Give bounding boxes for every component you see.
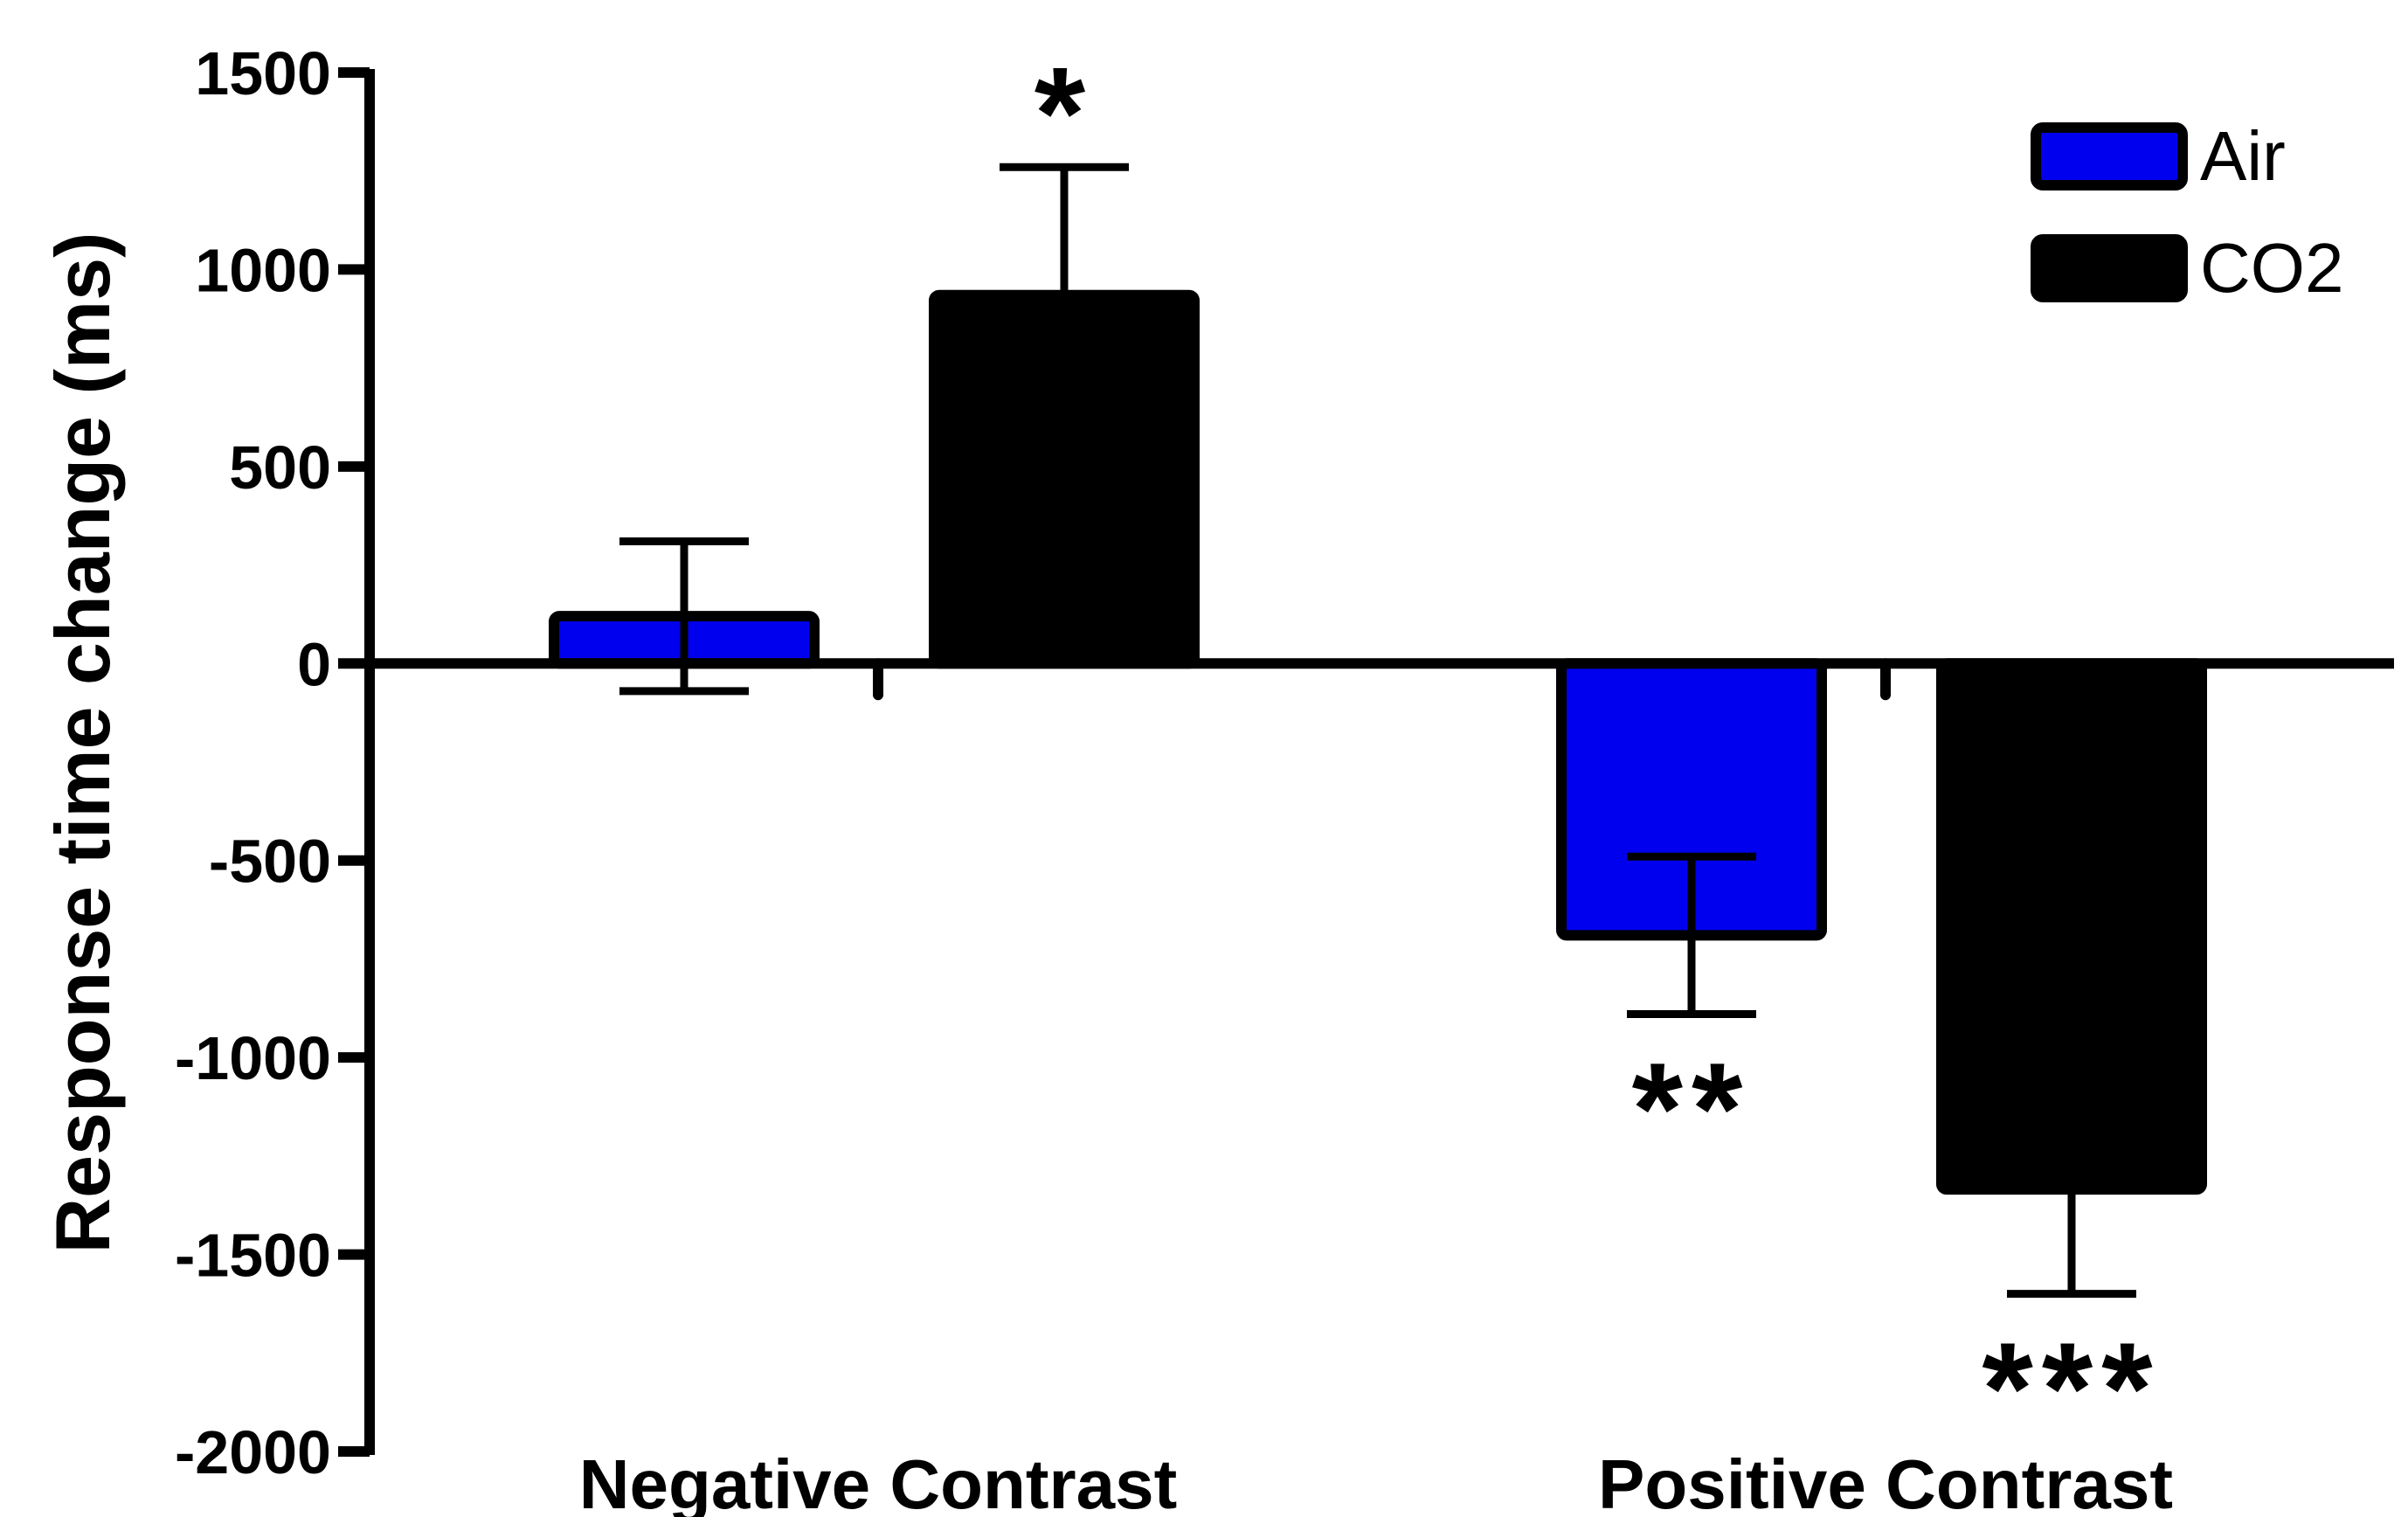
y-tick-label: 500	[229, 433, 331, 502]
y-tick-label: 1000	[195, 236, 331, 304]
y-tick-label: -1500	[175, 1222, 331, 1290]
bar-co2-positive-contrast	[1936, 658, 2207, 1195]
legend-label-co2: CO2	[2200, 229, 2344, 307]
y-tick-label: -2000	[175, 1418, 331, 1486]
legend: Air CO2	[2031, 117, 2344, 307]
y-axis-title: Response time change (ms)	[39, 232, 126, 1254]
y-tick-label: 1500	[195, 39, 331, 107]
bar-co2-negative-contrast	[929, 289, 1200, 669]
category-label: Negative Contrast	[579, 1445, 1178, 1517]
significance-marker: ***	[1982, 1315, 2161, 1462]
legend-swatch-air	[2031, 122, 2188, 190]
error-bars	[619, 163, 2136, 1299]
y-tick-label: -500	[209, 828, 331, 896]
significance-marker: *	[1034, 39, 1094, 186]
significance-marker: **	[1632, 1036, 1752, 1182]
legend-swatch-co2	[2031, 234, 2188, 302]
zero-baseline	[370, 658, 2394, 701]
significance-markers: ******	[1034, 39, 2161, 1462]
category-labels: Negative Contrast Positive Contrast	[579, 1445, 2173, 1517]
y-axis: 1500 1000 500 0 -500 -1000 -1500 -2000	[175, 39, 375, 1486]
y-tick-label: -1000	[175, 1024, 331, 1092]
category-label: Positive Contrast	[1598, 1445, 2173, 1517]
bars	[549, 289, 2207, 1195]
y-tick-label: 0	[297, 630, 331, 698]
legend-label-air: Air	[2200, 117, 2286, 195]
